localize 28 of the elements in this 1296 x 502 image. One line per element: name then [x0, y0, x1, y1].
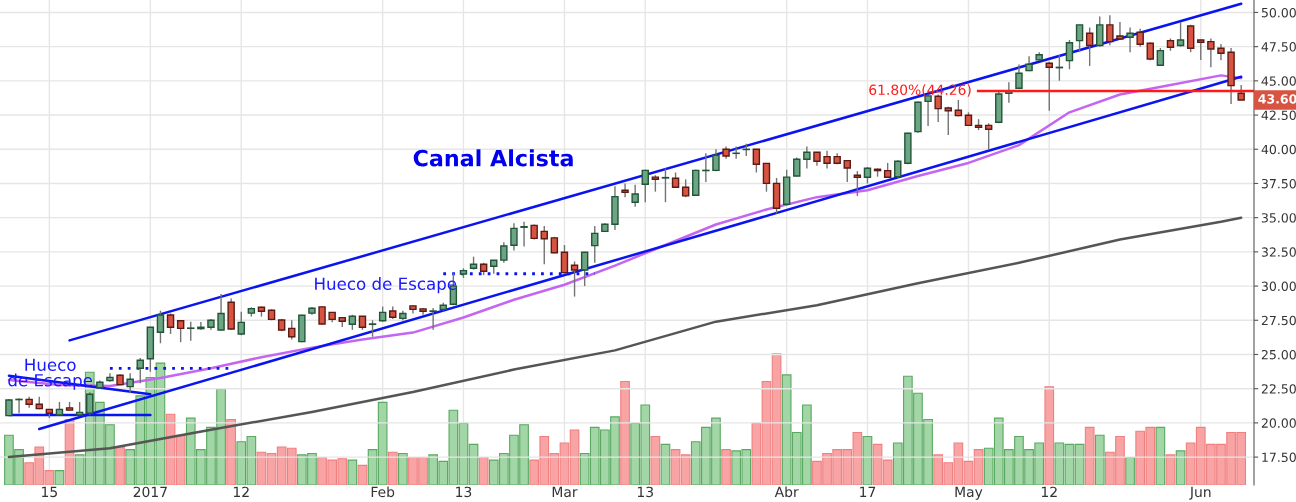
x-tick-label: 17 [860, 486, 876, 497]
x-tick-label: 12 [233, 486, 249, 497]
y-tick-label: 50.00 [1261, 7, 1296, 18]
x-tick-label: Mar [552, 486, 578, 498]
y-tick-label: 22.50 [1261, 384, 1296, 394]
x-tick-label: 13 [637, 486, 653, 498]
y-tick-label: 45.00 [1261, 76, 1296, 86]
x-tick-label: 15 [42, 486, 57, 498]
x-tick-label: 13 [456, 486, 472, 498]
x-tick-label: 12 [1041, 486, 1057, 497]
y-tick-label: 35.00 [1261, 213, 1296, 223]
y-tick-label: 27.50 [1261, 315, 1296, 326]
y-tick-label: 40.00 [1261, 144, 1296, 155]
y-tick-label: 37.50 [1261, 178, 1296, 189]
x-tick-label: Jun [1189, 486, 1211, 500]
y-tick-label: 25.00 [1261, 349, 1296, 360]
x-tick-label: May [955, 486, 983, 500]
x-tick-label: 2017 [133, 486, 167, 498]
y-tick-label: 32.50 [1261, 247, 1296, 257]
text: 43.60 [1258, 94, 1296, 104]
y-tick-label: 20.00 [1261, 418, 1296, 428]
y-tick-label: 42.50 [1261, 110, 1296, 120]
y-tick-label: 30.00 [1261, 281, 1296, 291]
y-tick-label: 17.50 [1262, 452, 1296, 463]
x-tick-label: Feb [371, 486, 395, 498]
annotation: Canal Alcista [413, 149, 573, 167]
x-tick-label: Abr [774, 486, 799, 498]
y-tick-label: 47.50 [1261, 42, 1296, 52]
